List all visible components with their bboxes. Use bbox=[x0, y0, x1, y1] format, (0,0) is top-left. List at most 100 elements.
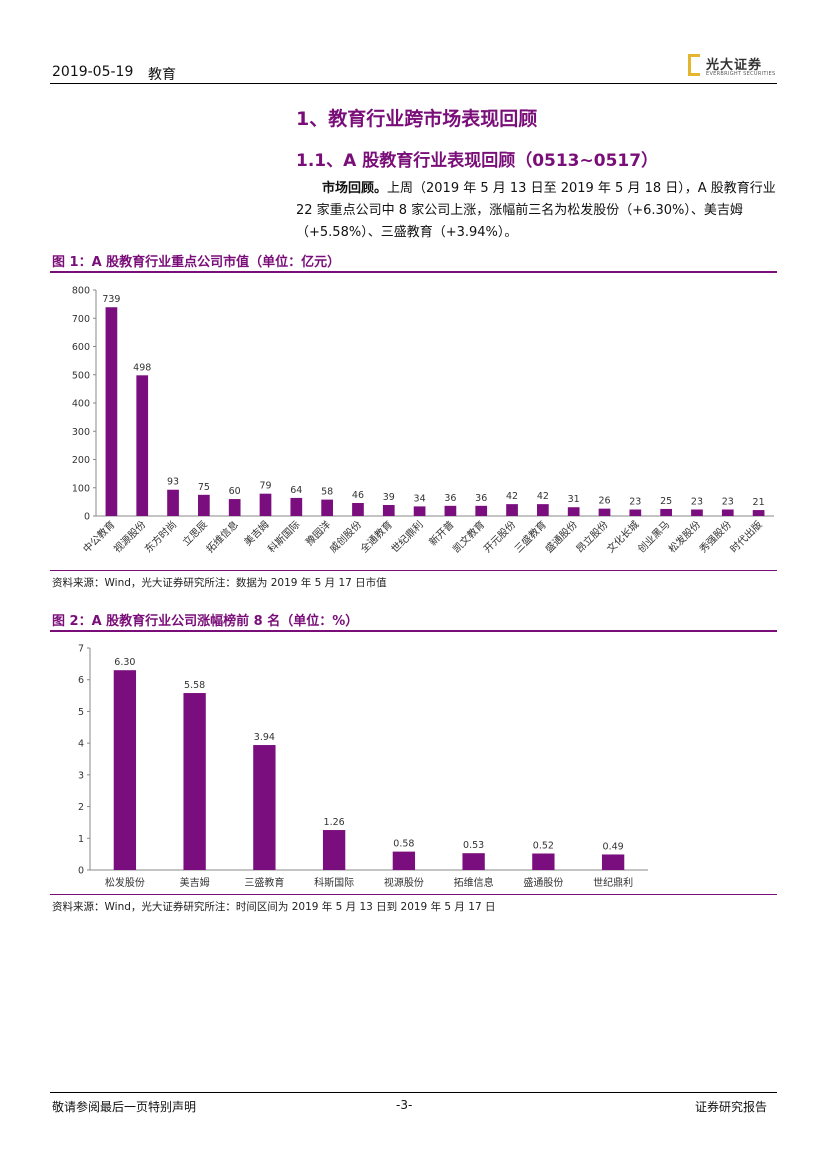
x-tick-label: 美吉姆 bbox=[180, 876, 210, 889]
data-label: 36 bbox=[475, 493, 487, 504]
bar bbox=[532, 853, 555, 870]
y-tick-label: 0 bbox=[78, 866, 84, 877]
data-label: 23 bbox=[629, 497, 641, 508]
bar bbox=[413, 506, 426, 516]
bar bbox=[691, 509, 703, 516]
brand-logo: 光大证券 EVERBRIGHT SECURITIES bbox=[688, 54, 778, 80]
x-tick-label: 拓维信息 bbox=[454, 876, 494, 889]
data-label: 60 bbox=[229, 486, 241, 497]
bar bbox=[601, 854, 625, 870]
figure1-chart: 0 100 200 300 400 500 600 700 800 739 中公教育 498 视源股份 9… bbox=[50, 276, 777, 570]
x-tick-label: 视源股份 bbox=[384, 876, 424, 889]
report-date: 2019-05-19 bbox=[52, 64, 134, 80]
data-label: 0.58 bbox=[393, 839, 414, 850]
bar bbox=[475, 505, 488, 516]
x-tick-label: 世纪鼎利 bbox=[593, 877, 633, 889]
figure1-top-rule bbox=[50, 271, 777, 273]
x-tick-label: 三盛教育 bbox=[244, 876, 284, 889]
bar bbox=[752, 510, 765, 516]
data-label: 42 bbox=[506, 491, 518, 502]
data-label: 0.49 bbox=[603, 841, 624, 852]
data-label: 739 bbox=[102, 294, 120, 305]
y-tick-label: 200 bbox=[72, 455, 90, 466]
y-tick-label: 6 bbox=[78, 675, 84, 686]
market-cap-bar-chart: 0 100 200 300 400 500 600 700 800 739 中公教育 498 视源股份 9… bbox=[72, 286, 774, 556]
page-number: -3- bbox=[396, 1098, 413, 1112]
y-tick-label: 300 bbox=[72, 427, 90, 438]
x-tick-label: 松发股份 bbox=[105, 876, 145, 889]
figure2-source: 资料来源：Wind，光大证券研究所注：时间区间为 2019 年 5 月 13 日… bbox=[52, 901, 496, 913]
x-tick-label: 美吉姆 bbox=[241, 518, 271, 548]
data-label: 1.26 bbox=[324, 817, 345, 828]
x-tick-label: 视源股份 bbox=[111, 518, 148, 555]
data-label: 23 bbox=[691, 497, 703, 508]
x-tick-label: 立思辰 bbox=[180, 518, 210, 548]
logo-mark-icon bbox=[688, 54, 700, 76]
x-tick-label: 新开普 bbox=[426, 518, 456, 548]
data-label: 79 bbox=[259, 481, 271, 492]
bar bbox=[506, 504, 518, 516]
y-tick-label: 3 bbox=[78, 770, 84, 781]
bar bbox=[322, 830, 346, 870]
bar bbox=[598, 508, 611, 516]
report-section: 教育 bbox=[148, 67, 176, 83]
bar bbox=[444, 505, 457, 516]
y-tick-label: 600 bbox=[72, 342, 90, 353]
data-label: 21 bbox=[753, 497, 765, 508]
x-tick-label: 东方时尚 bbox=[142, 518, 179, 555]
bar bbox=[629, 509, 642, 516]
data-label: 93 bbox=[167, 477, 179, 488]
figure1-bottom-rule bbox=[50, 570, 777, 571]
x-tick-label: 豫园洋 bbox=[303, 518, 333, 548]
subsection-heading: 1.1、A 股教育行业表现回顾（0513~0517） bbox=[296, 151, 659, 171]
figure1-title: 图 1：A 股教育行业重点公司市值（单位：亿元） bbox=[52, 255, 341, 270]
data-label: 498 bbox=[133, 362, 151, 373]
bar bbox=[537, 504, 549, 516]
section-heading: 1、教育行业跨市场表现回顾 bbox=[296, 108, 538, 130]
logo-subtitle: EVERBRIGHT SECURITIES bbox=[706, 71, 776, 77]
data-label: 58 bbox=[321, 487, 333, 498]
data-label: 0.52 bbox=[533, 841, 554, 852]
bar bbox=[352, 503, 364, 516]
x-tick-label: 创业黑马 bbox=[635, 518, 672, 555]
bar bbox=[382, 504, 395, 516]
x-tick-label: 威创股份 bbox=[327, 518, 364, 555]
footer-divider bbox=[50, 1092, 777, 1093]
data-label: 3.94 bbox=[254, 732, 275, 743]
x-tick-label: 昂立股份 bbox=[573, 518, 610, 555]
x-tick-label: 全通教育 bbox=[357, 518, 394, 555]
bar bbox=[167, 489, 179, 516]
x-tick-label: 盛通股份 bbox=[542, 518, 579, 555]
market-review-paragraph: 市场回顾。上周（2019 年 5 月 13 日至 2019 年 5 月 18 日… bbox=[296, 178, 780, 244]
data-label: 64 bbox=[290, 485, 302, 496]
data-label: 34 bbox=[414, 493, 426, 504]
figure1-source: 资料来源：Wind，光大证券研究所注：数据为 2019 年 5 月 17 日市值 bbox=[52, 577, 387, 589]
bar bbox=[660, 508, 672, 516]
y-tick-label: 700 bbox=[72, 314, 90, 325]
header-divider bbox=[50, 83, 777, 84]
x-tick-label: 文化长城 bbox=[604, 518, 641, 555]
figure2-title: 图 2：A 股教育行业公司涨幅榜前 8 名（单位：%） bbox=[52, 614, 359, 629]
paragraph-lead: 市场回顾。 bbox=[322, 181, 388, 196]
x-tick-label: 世纪鼎利 bbox=[389, 519, 426, 556]
logo-name: 光大证券 bbox=[706, 58, 763, 73]
data-label: 46 bbox=[352, 490, 364, 501]
y-tick-label: 5 bbox=[78, 707, 84, 718]
y-tick-label: 400 bbox=[72, 399, 90, 410]
data-label: 42 bbox=[537, 491, 549, 502]
x-tick-label: 凯文教育 bbox=[450, 518, 487, 555]
y-tick-label: 1 bbox=[78, 834, 84, 845]
bar bbox=[321, 499, 333, 516]
y-tick-label: 2 bbox=[78, 802, 84, 813]
bar bbox=[136, 375, 149, 516]
figure2-chart: 0 1 2 3 4 5 6 7 6.30 松发股份 5.58 美吉姆 3.94 三盛教育 1.26 科斯国际 0… bbox=[50, 636, 777, 898]
y-tick-label: 500 bbox=[72, 370, 90, 381]
x-tick-label: 秀强股份 bbox=[697, 519, 734, 556]
data-label: 75 bbox=[198, 482, 210, 493]
figure2-top-rule bbox=[50, 630, 777, 632]
data-label: 25 bbox=[660, 496, 672, 507]
paragraph-text: 上周（2019 年 5 月 13 日至 2019 年 5 月 18 日），A 股… bbox=[296, 181, 776, 240]
bar bbox=[259, 493, 272, 516]
y-tick-label: 7 bbox=[78, 644, 84, 655]
bar bbox=[183, 693, 206, 870]
